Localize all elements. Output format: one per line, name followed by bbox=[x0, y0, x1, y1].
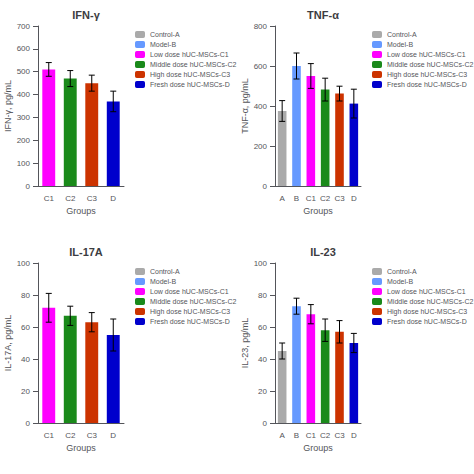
svg-text:D: D bbox=[351, 431, 357, 440]
svg-text:500: 500 bbox=[17, 67, 31, 76]
svg-text:Middle dose hUC-MSCs-C2: Middle dose hUC-MSCs-C2 bbox=[150, 61, 236, 68]
svg-text:700: 700 bbox=[17, 22, 31, 31]
svg-text:B: B bbox=[294, 431, 299, 440]
svg-text:IFN-γ: IFN-γ bbox=[72, 9, 100, 21]
svg-text:Middle dose hUC-MSCs-C2: Middle dose hUC-MSCs-C2 bbox=[387, 298, 473, 305]
svg-text:C3: C3 bbox=[87, 194, 98, 203]
svg-text:TNF-α, pg/mL: TNF-α, pg/mL bbox=[240, 78, 250, 134]
svg-text:80: 80 bbox=[21, 291, 30, 300]
svg-text:Control-A: Control-A bbox=[150, 31, 180, 38]
svg-text:600: 600 bbox=[254, 62, 268, 71]
svg-text:IL-23, pg/mL: IL-23, pg/mL bbox=[240, 318, 250, 369]
svg-text:C1: C1 bbox=[44, 194, 55, 203]
svg-text:IFN-γ, pg/mL: IFN-γ, pg/mL bbox=[3, 80, 13, 132]
svg-text:C2: C2 bbox=[320, 431, 331, 440]
svg-text:0: 0 bbox=[26, 419, 31, 428]
svg-text:60: 60 bbox=[258, 323, 267, 332]
svg-text:A: A bbox=[279, 194, 285, 203]
svg-text:100: 100 bbox=[17, 259, 31, 268]
svg-text:C1: C1 bbox=[306, 194, 317, 203]
svg-text:Low dose hUC-MSCs-C1: Low dose hUC-MSCs-C1 bbox=[150, 288, 229, 295]
svg-text:Model-B: Model-B bbox=[387, 41, 413, 48]
svg-text:Low dose hUC-MSCs-C1: Low dose hUC-MSCs-C1 bbox=[150, 51, 229, 58]
svg-text:Fresh dose hUC-MSCs-D: Fresh dose hUC-MSCs-D bbox=[150, 81, 230, 88]
svg-text:TNF-α: TNF-α bbox=[307, 9, 339, 21]
svg-text:0: 0 bbox=[26, 182, 31, 191]
svg-text:100: 100 bbox=[254, 259, 268, 268]
svg-text:40: 40 bbox=[21, 355, 30, 364]
svg-text:Groups: Groups bbox=[66, 206, 96, 216]
svg-text:IL-23: IL-23 bbox=[310, 246, 336, 258]
svg-text:IL-17A: IL-17A bbox=[69, 246, 103, 258]
svg-text:High dose hUC-MSCs-C3: High dose hUC-MSCs-C3 bbox=[387, 308, 467, 316]
svg-text:400: 400 bbox=[17, 90, 31, 99]
svg-text:Groups: Groups bbox=[66, 443, 96, 453]
svg-text:300: 300 bbox=[17, 113, 31, 122]
svg-text:C2: C2 bbox=[65, 194, 76, 203]
svg-text:C2: C2 bbox=[65, 431, 76, 440]
svg-text:A: A bbox=[279, 431, 285, 440]
svg-text:Control-A: Control-A bbox=[387, 31, 417, 38]
svg-text:C2: C2 bbox=[320, 194, 331, 203]
svg-text:80: 80 bbox=[258, 291, 267, 300]
svg-text:Groups: Groups bbox=[303, 443, 333, 453]
svg-text:200: 200 bbox=[254, 142, 268, 151]
svg-text:High dose hUC-MSCs-C3: High dose hUC-MSCs-C3 bbox=[150, 71, 230, 79]
svg-text:20: 20 bbox=[21, 387, 30, 396]
svg-text:Model-B: Model-B bbox=[387, 278, 413, 285]
svg-text:800: 800 bbox=[254, 22, 268, 31]
svg-text:60: 60 bbox=[21, 323, 30, 332]
svg-text:Low dose hUC-MSCs-C1: Low dose hUC-MSCs-C1 bbox=[387, 288, 466, 295]
svg-text:C3: C3 bbox=[87, 431, 98, 440]
svg-text:Low dose hUC-MSCs-C1: Low dose hUC-MSCs-C1 bbox=[387, 51, 466, 58]
svg-text:20: 20 bbox=[258, 387, 267, 396]
svg-text:200: 200 bbox=[17, 136, 31, 145]
svg-text:D: D bbox=[110, 431, 116, 440]
svg-text:0: 0 bbox=[263, 182, 268, 191]
svg-text:600: 600 bbox=[17, 44, 31, 53]
svg-text:Control-A: Control-A bbox=[150, 268, 180, 275]
svg-text:Control-A: Control-A bbox=[387, 268, 417, 275]
svg-text:C3: C3 bbox=[334, 194, 345, 203]
svg-text:D: D bbox=[110, 194, 116, 203]
svg-text:40: 40 bbox=[258, 355, 267, 364]
svg-text:Middle dose hUC-MSCs-C2: Middle dose hUC-MSCs-C2 bbox=[150, 298, 236, 305]
svg-text:Fresh dose hUC-MSCs-D: Fresh dose hUC-MSCs-D bbox=[150, 318, 230, 325]
svg-text:C1: C1 bbox=[306, 431, 317, 440]
svg-text:D: D bbox=[351, 194, 357, 203]
svg-text:Fresh dose hUC-MSCs-D: Fresh dose hUC-MSCs-D bbox=[387, 81, 467, 88]
svg-text:Model-B: Model-B bbox=[150, 278, 176, 285]
svg-text:High dose hUC-MSCs-C3: High dose hUC-MSCs-C3 bbox=[150, 308, 230, 316]
svg-text:Groups: Groups bbox=[303, 206, 333, 216]
svg-text:0: 0 bbox=[263, 419, 268, 428]
svg-text:C3: C3 bbox=[334, 431, 345, 440]
svg-text:B: B bbox=[294, 194, 299, 203]
svg-text:Middle dose hUC-MSCs-C2: Middle dose hUC-MSCs-C2 bbox=[387, 61, 473, 68]
svg-text:100: 100 bbox=[17, 159, 31, 168]
svg-text:400: 400 bbox=[254, 102, 268, 111]
svg-text:IL-17A, pg/mL: IL-17A, pg/mL bbox=[3, 315, 13, 372]
svg-text:C1: C1 bbox=[44, 431, 55, 440]
svg-text:Fresh dose hUC-MSCs-D: Fresh dose hUC-MSCs-D bbox=[387, 318, 467, 325]
svg-text:Model-B: Model-B bbox=[150, 41, 176, 48]
svg-text:High dose hUC-MSCs-C3: High dose hUC-MSCs-C3 bbox=[387, 71, 467, 79]
